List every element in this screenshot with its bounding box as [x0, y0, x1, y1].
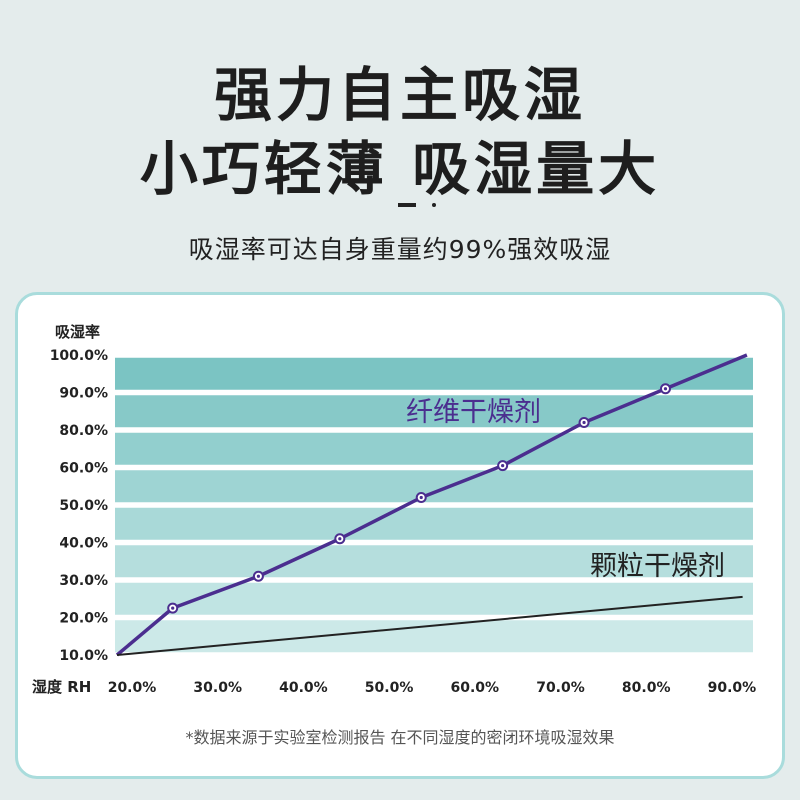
chart-markers: [167, 383, 671, 614]
grid-band: [115, 470, 753, 503]
series-label-fiber: 纤维干燥剂: [406, 397, 541, 428]
x-axis-label: 湿度 RH: [32, 678, 91, 696]
headline-line-2: 小巧轻薄 吸湿量大: [139, 135, 661, 203]
series-label-granule: 颗粒干燥剂: [590, 551, 725, 582]
y-tick-label: 100.0%: [50, 348, 108, 364]
x-tick-label: 90.0%: [708, 680, 757, 696]
y-axis-tick-labels: 100.0% 90.0% 80.0% 60.0% 50.0% 40.0% 30.0% 20.0…: [50, 348, 108, 664]
grid-band: [115, 395, 753, 428]
grid-band: [115, 507, 753, 540]
x-tick-label: 40.0%: [279, 680, 328, 696]
y-tick-label: 50.0%: [59, 498, 108, 514]
y-tick-label: 90.0%: [59, 386, 108, 402]
x-tick-label: 80.0%: [622, 680, 671, 696]
y-tick-label: 60.0%: [59, 461, 108, 477]
y-tick-label: 10.0%: [59, 648, 108, 664]
footnote: *数据来源于实验室检测报告 在不同湿度的密闭环境吸湿效果: [185, 728, 615, 747]
data-point-core: [171, 606, 175, 610]
x-tick-label: 70.0%: [536, 680, 585, 696]
data-point-core: [582, 420, 586, 425]
grid-band: [115, 582, 753, 615]
x-tick-label: 60.0%: [451, 680, 500, 696]
data-point-core: [419, 495, 423, 500]
y-tick-label: 30.0%: [59, 573, 108, 589]
divider-dot: [432, 203, 436, 207]
y-tick-label: 20.0%: [59, 611, 108, 627]
headline-line-1: 强力自主吸湿: [213, 61, 586, 129]
data-point-core: [338, 537, 342, 541]
x-tick-label: 50.0%: [365, 680, 414, 696]
x-axis-tick-labels: 20.0% 30.0% 40.0% 50.0% 60.0% 70.0% 80.0% 90.0%: [108, 680, 756, 696]
divider-dash: [398, 203, 416, 207]
series-line-granule: [116, 595, 743, 656]
data-point-core: [501, 464, 505, 468]
grid-band: [115, 545, 753, 578]
y-axis-label: 吸湿率: [55, 323, 100, 341]
grid-band: [115, 432, 753, 465]
chart-bands: [115, 357, 753, 653]
subtitle: 吸湿率可达自身重量约99%强效吸湿: [188, 235, 612, 264]
x-tick-label: 30.0%: [193, 680, 242, 696]
grid-band: [115, 357, 753, 390]
y-tick-label: 80.0%: [59, 423, 108, 439]
y-tick-label: 40.0%: [59, 536, 108, 552]
x-tick-label: 20.0%: [108, 680, 157, 696]
data-point-core: [256, 574, 261, 578]
data-point-core: [663, 387, 668, 391]
